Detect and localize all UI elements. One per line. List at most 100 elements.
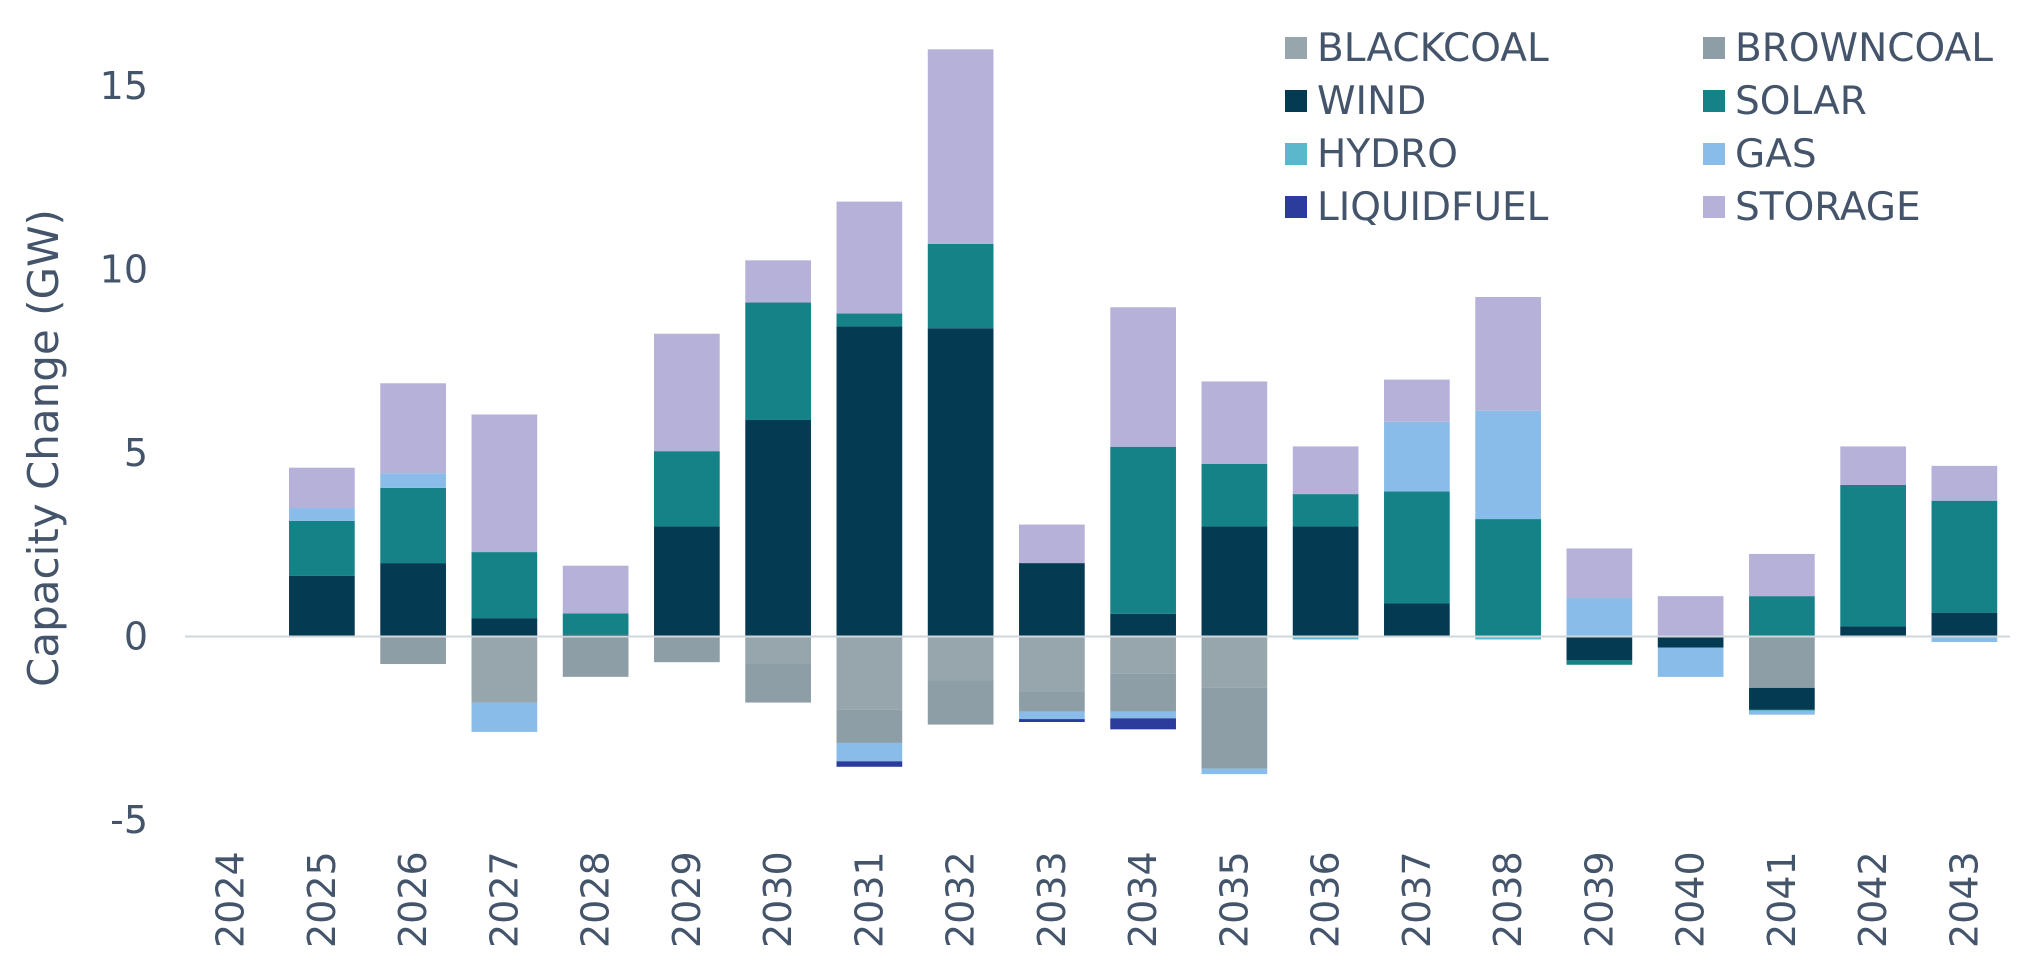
y-tick-label: 0 bbox=[124, 615, 148, 659]
bar-segment-solar-2043 bbox=[1931, 500, 1998, 613]
x-tick-label: 2032 bbox=[939, 851, 983, 948]
bar-segment-wind-2031 bbox=[836, 326, 903, 637]
bar-segment-storage-2039 bbox=[1566, 548, 1633, 598]
bar-segment-storage-2032 bbox=[927, 49, 994, 244]
y-tick-label: 5 bbox=[124, 431, 148, 475]
x-tick-label: 2033 bbox=[1030, 851, 1074, 948]
legend-item-blackcoal: BLACKCOAL bbox=[1285, 22, 1549, 74]
x-tick-label: 2035 bbox=[1212, 851, 1256, 948]
legend-item-gas: GAS bbox=[1703, 128, 1817, 180]
bar-segment-solar-2042 bbox=[1840, 484, 1906, 627]
legend-swatch bbox=[1703, 196, 1725, 218]
bar-segment-storage-2038 bbox=[1475, 297, 1541, 411]
bar-segment-wind-2040 bbox=[1657, 636, 1724, 648]
y-axis: -5 0 5 10 15 bbox=[100, 64, 148, 842]
bar-segment-gas-2043 bbox=[1931, 636, 1998, 643]
legend-item-wind: WIND bbox=[1285, 75, 1426, 127]
bar-segment-solar-2029 bbox=[654, 451, 720, 527]
bar-segment-solar-2039 bbox=[1566, 660, 1633, 665]
bar-segment-solar-2025 bbox=[289, 520, 355, 576]
x-tick-label: 2039 bbox=[1577, 851, 1621, 948]
x-tick-label: 2037 bbox=[1395, 851, 1439, 948]
bar-segment-storage-2030 bbox=[745, 260, 811, 303]
bars bbox=[289, 49, 1998, 775]
bar-segment-blackcoal-2035 bbox=[1201, 636, 1268, 688]
bar-segment-storage-2036 bbox=[1292, 446, 1359, 495]
bar-segment-blackcoal-2033 bbox=[1019, 636, 1085, 692]
bar-segment-wind-2027 bbox=[471, 618, 538, 637]
x-tick-label: 2024 bbox=[209, 851, 253, 948]
bar-segment-storage-2026 bbox=[380, 383, 446, 474]
legend-label: SOLAR bbox=[1735, 78, 1867, 124]
x-tick-label: 2036 bbox=[1304, 851, 1348, 948]
y-tick-label: 15 bbox=[100, 64, 148, 108]
legend-swatch bbox=[1285, 143, 1307, 165]
bar-segment-solar-2031 bbox=[836, 313, 903, 327]
bar-segment-browncoal-2041 bbox=[1749, 636, 1815, 688]
bar-segment-wind-2043 bbox=[1931, 612, 1998, 637]
bar-segment-blackcoal-2032 bbox=[927, 636, 994, 681]
bar-segment-browncoal-2034 bbox=[1110, 673, 1176, 712]
bar-segment-storage-2027 bbox=[471, 414, 538, 553]
bar-segment-storage-2028 bbox=[562, 565, 629, 614]
legend-label: STORAGE bbox=[1735, 184, 1921, 230]
bar-segment-gas-2035 bbox=[1201, 768, 1268, 775]
bar-segment-gas-2037 bbox=[1384, 421, 1450, 492]
bar-segment-gas-2040 bbox=[1657, 647, 1724, 677]
y-tick-label: 10 bbox=[100, 248, 148, 292]
legend-swatch bbox=[1285, 37, 1307, 59]
bar-segment-browncoal-2033 bbox=[1019, 691, 1085, 712]
bar-segment-hydro-2041 bbox=[1749, 709, 1815, 712]
legend-swatch bbox=[1703, 37, 1725, 59]
bar-segment-storage-2033 bbox=[1019, 524, 1085, 564]
bar-segment-solar-2038 bbox=[1475, 519, 1541, 637]
x-tick-label: 2028 bbox=[574, 851, 618, 948]
bar-segment-hydro-2036 bbox=[1292, 636, 1359, 640]
x-tick-label: 2043 bbox=[1942, 851, 1986, 948]
bar-segment-wind-2030 bbox=[745, 419, 811, 637]
bar-segment-solar-2035 bbox=[1201, 464, 1268, 527]
bar-segment-gas-2039 bbox=[1566, 597, 1633, 637]
bar-segment-solar-2037 bbox=[1384, 491, 1450, 604]
bar-segment-gas-2026 bbox=[380, 473, 446, 488]
bar-segment-wind-2025 bbox=[289, 575, 355, 637]
legend: BLACKCOAL BROWNCOAL WIND SOLAR HYDRO GAS LIQUI… bbox=[1285, 22, 2035, 232]
bar-segment-browncoal-2032 bbox=[927, 680, 994, 725]
bar-segment-browncoal-2030 bbox=[745, 664, 811, 703]
bar-segment-wind-2042 bbox=[1840, 626, 1906, 637]
x-tick-label: 2038 bbox=[1486, 851, 1530, 948]
bar-segment-gas-2034 bbox=[1110, 711, 1176, 719]
bar-segment-solar-2028 bbox=[562, 613, 629, 635]
bar-segment-solar-2030 bbox=[745, 302, 811, 420]
legend-label: WIND bbox=[1317, 78, 1427, 124]
legend-label: HYDRO bbox=[1317, 131, 1458, 177]
legend-label: GAS bbox=[1735, 131, 1817, 177]
bar-segment-blackcoal-2027 bbox=[471, 636, 538, 703]
legend-item-solar: SOLAR bbox=[1703, 75, 1867, 127]
x-axis: 2024 2025 2026 2027 2028 2029 2030 2031 2032 2033… bbox=[209, 851, 1987, 948]
bar-segment-browncoal-2028 bbox=[562, 636, 629, 677]
bar-segment-storage-2041 bbox=[1749, 553, 1815, 597]
x-tick-label: 2030 bbox=[756, 851, 800, 948]
bar-segment-gas-2041 bbox=[1749, 711, 1815, 715]
bar-segment-browncoal-2026 bbox=[380, 636, 446, 665]
y-axis-title: Capacity Change (GW) bbox=[19, 209, 68, 687]
bar-segment-blackcoal-2031 bbox=[836, 636, 903, 710]
bar-segment-wind-2041 bbox=[1749, 687, 1815, 710]
bar-segment-gas-2031 bbox=[836, 742, 903, 762]
bar-segment-blackcoal-2030 bbox=[745, 636, 811, 665]
legend-label: BROWNCOAL bbox=[1735, 25, 1993, 71]
x-tick-label: 2042 bbox=[1851, 851, 1895, 948]
legend-swatch bbox=[1285, 90, 1307, 112]
bar-segment-wind-2032 bbox=[927, 328, 994, 637]
bar-segment-solar-2026 bbox=[380, 487, 446, 564]
x-tick-label: 2034 bbox=[1121, 851, 1165, 948]
legend-swatch bbox=[1285, 196, 1307, 218]
x-tick-label: 2025 bbox=[300, 851, 344, 948]
legend-swatch bbox=[1703, 90, 1725, 112]
legend-item-hydro: HYDRO bbox=[1285, 128, 1458, 180]
bar-segment-gas-2025 bbox=[289, 508, 355, 521]
bar-segment-wind-2034 bbox=[1110, 613, 1176, 637]
